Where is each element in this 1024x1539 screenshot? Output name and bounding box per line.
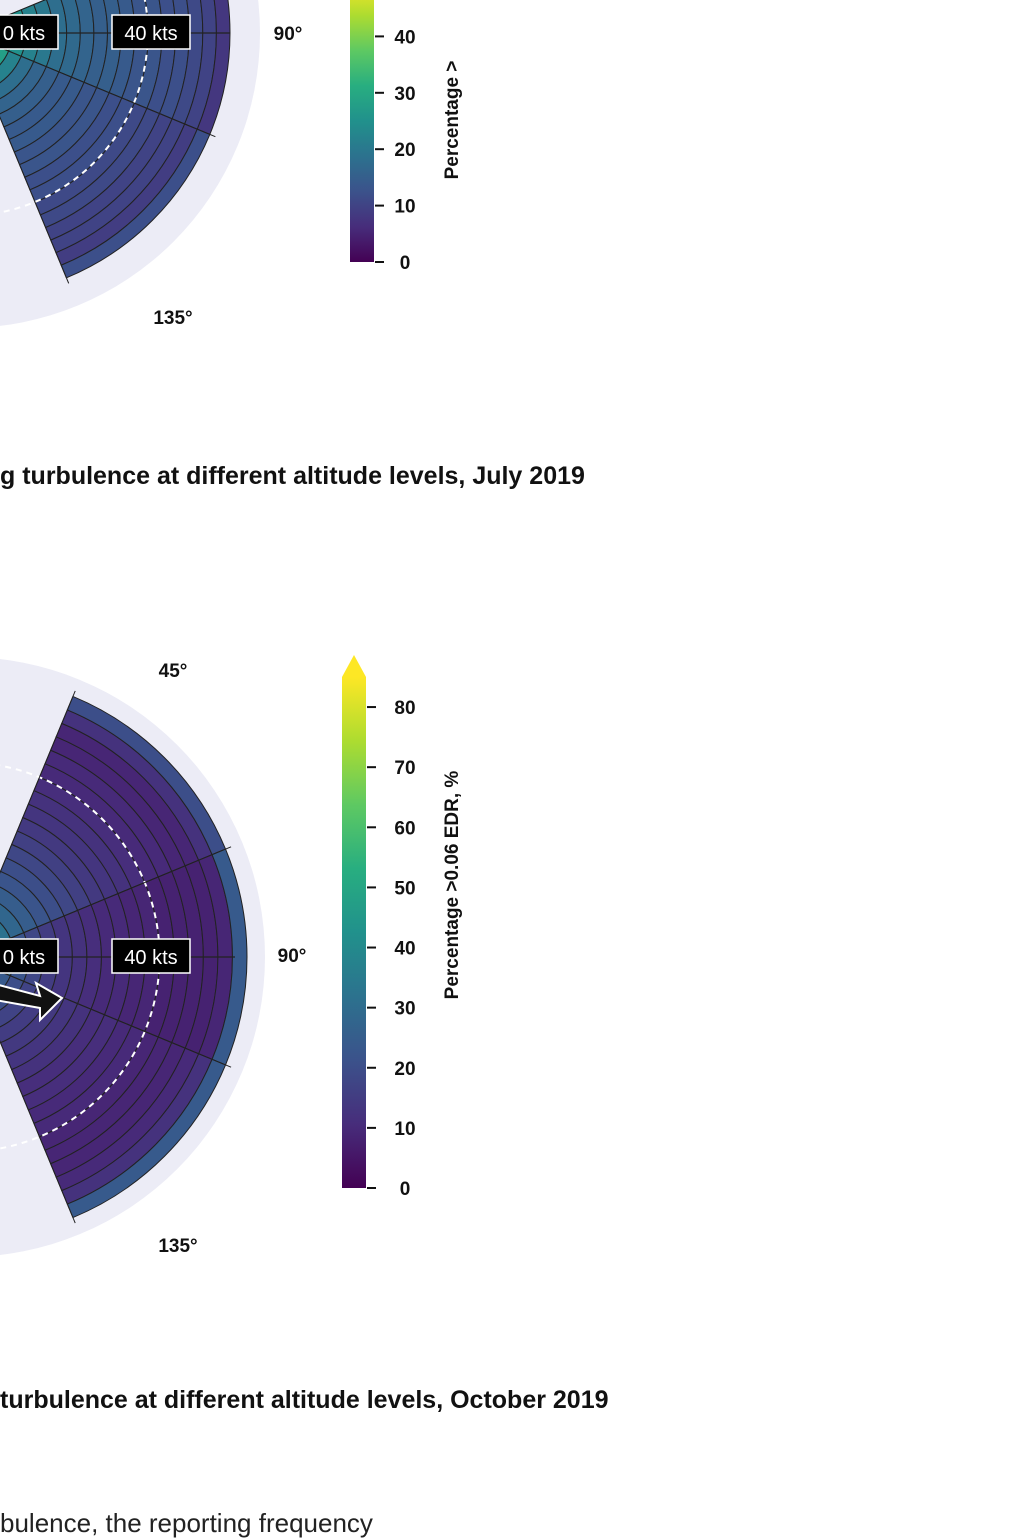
sector-135: [0, 970, 227, 1219]
colorbar-extend-arrow: [342, 655, 366, 677]
direction-label: 135°: [153, 308, 192, 329]
colorbar-tick-label: 50: [394, 878, 415, 899]
colorbar-tick-label: 10: [394, 197, 415, 218]
sector-divider: [0, 116, 70, 284]
colorbar-tick-label: 70: [394, 758, 415, 779]
colorbar: 0 10 20 30 40 50 60 70 80 Percentage >0.06 EDR, %: [342, 655, 463, 1200]
speed-label-box: [111, 938, 191, 974]
colorbar-tick-label: 10: [394, 1119, 415, 1140]
colorbar: 0 10 20 30 40 Percentage >: [350, 0, 463, 274]
figure-caption-july: g turbulence at different altitude level…: [0, 462, 585, 490]
colorbar-tick-label: 60: [394, 818, 415, 839]
colorbar-gradient: [342, 677, 366, 1188]
colorbar-tick-label: 30: [394, 84, 415, 105]
sector-45: [0, 695, 227, 944]
colorbar-tick-label: 30: [394, 999, 415, 1020]
wind-arrow: [0, 980, 64, 1023]
speed-label-text: 40 kts: [124, 947, 177, 969]
speed-label-text: 0 kts: [3, 947, 45, 969]
speed-label-text: 0 kts: [3, 23, 45, 45]
figure-caption-october: turbulence at different altitude levels,…: [0, 1386, 609, 1414]
polar-chart-july: 90° 135° 0 kts 40 kts 0 10 20 30 40 Percentage >: [0, 0, 463, 329]
speed-label: 0 kts: [0, 938, 59, 974]
polar-chart-october: 45° 90° 135° 0 kts 40 kts 0 10 20 30 40 50 60 70 80 Pe…: [0, 655, 463, 1257]
body-text-line: bulence, the reporting frequency: [0, 1508, 373, 1538]
direction-label: 90°: [278, 946, 307, 967]
sector-divider: [0, 690, 76, 874]
colorbar-tick-label: 20: [394, 1059, 415, 1080]
speed-label-box: [0, 14, 59, 50]
colorbar-tick-label: 0: [400, 253, 411, 274]
colorbar-tick-label: 40: [394, 27, 415, 48]
colorbar-tick-label: 40: [394, 939, 415, 960]
speed-label: 40 kts: [111, 938, 191, 974]
direction-label: 45°: [159, 661, 188, 682]
direction-label: 135°: [158, 1236, 197, 1257]
speed-label-box: [111, 14, 191, 50]
sector-divider: [0, 970, 232, 1068]
sector-divider: [0, 46, 216, 138]
colorbar-tick-label: 20: [394, 140, 415, 161]
colorbar-label: Percentage >: [442, 61, 463, 180]
speed-label: 0 kts: [0, 14, 59, 50]
sector-divider: [0, 1040, 76, 1224]
sector-135: [0, 46, 211, 279]
speed-label-text: 40 kts: [124, 23, 177, 45]
colorbar-tick-label: 0: [400, 1179, 411, 1200]
speed-label-box: [0, 938, 59, 974]
colorbar-tick-label: 80: [394, 698, 415, 719]
colorbar-gradient: [350, 0, 374, 262]
direction-label: 90°: [274, 24, 303, 45]
colorbar-label: Percentage >0.06 EDR, %: [442, 771, 463, 1000]
speed-label: 40 kts: [111, 14, 191, 50]
